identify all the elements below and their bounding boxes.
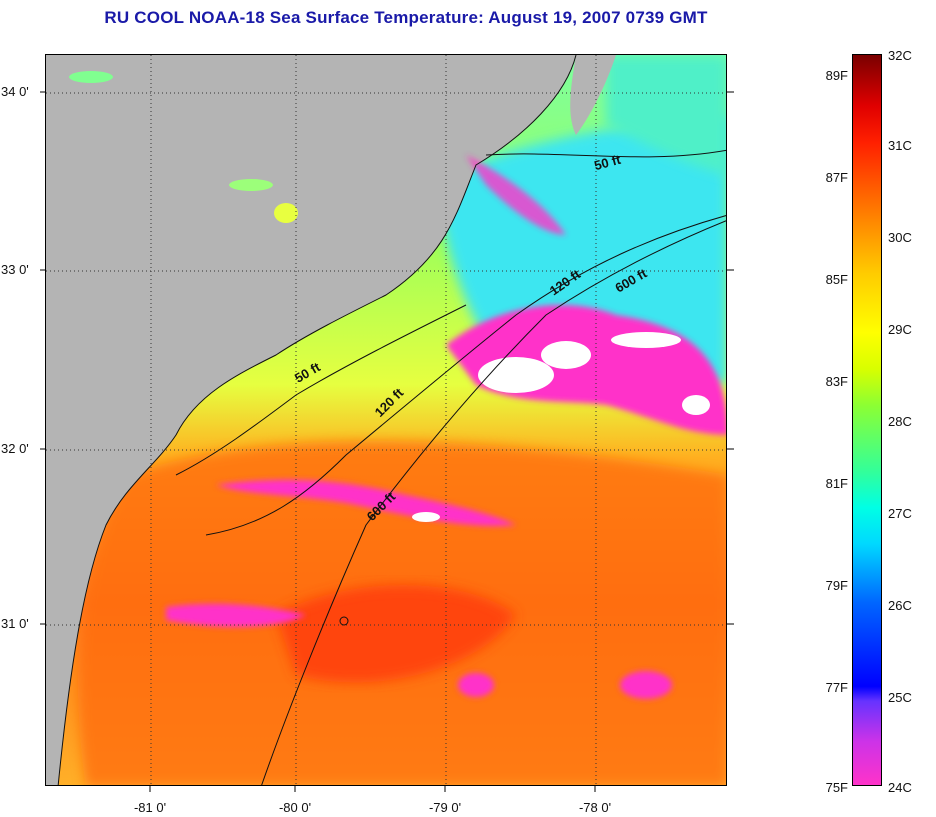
latitude-label: 34 0': [1, 84, 29, 99]
colorbar-c-label: 24C: [888, 780, 912, 795]
sst-map[interactable]: 50 ft 120 ft 600 ft 50 ft 120 ft 600 ft: [45, 54, 727, 786]
isobath-50ft-north: [485, 149, 726, 158]
land-cape: [570, 55, 616, 135]
inland-lake: [229, 179, 273, 191]
isobath-600ft: [261, 220, 726, 785]
colorbar-f-label: 85F: [825, 272, 848, 287]
colorbar-f-label: 79F: [825, 578, 848, 593]
colorbar-f-label: 81F: [825, 476, 848, 491]
latitude-label: 32 0': [1, 441, 29, 456]
cool-coastal-water: [606, 55, 726, 175]
colorbar-c-label: 31C: [888, 138, 912, 153]
inland-lake: [274, 203, 298, 223]
colorbar-c-label: 25C: [888, 690, 912, 705]
colorbar-f-label: 87F: [825, 170, 848, 185]
sst-map-canvas: [46, 55, 726, 785]
lat-lon-grid: [46, 55, 726, 785]
latitude-label: 33 0': [1, 262, 29, 277]
longitude-label: -79 0': [428, 800, 462, 815]
colorbar-f-label: 77F: [825, 680, 848, 695]
longitude-label: -80 0': [278, 800, 312, 815]
isobath-50ft-south: [175, 304, 467, 476]
inland-lake: [69, 71, 113, 83]
coastline: [57, 55, 577, 785]
longitude-label: -81 0': [133, 800, 167, 815]
colorbar-c-label: 30C: [888, 230, 912, 245]
colorbar-f-label: 75F: [825, 780, 848, 795]
map-title: RU COOL NOAA-18 Sea Surface Temperature:…: [104, 8, 708, 27]
longitude-label: -78 0': [578, 800, 612, 815]
temperature-colorbar: [852, 54, 882, 786]
latitude-label: 31 0': [1, 616, 29, 631]
colorbar-c-label: 27C: [888, 506, 912, 521]
colorbar-c-label: 29C: [888, 322, 912, 337]
isobaths: [175, 149, 726, 785]
warmest-core: [276, 585, 516, 683]
station-marker: [339, 616, 349, 626]
colorbar-c-label: 28C: [888, 414, 912, 429]
colorbar-c-label: 26C: [888, 598, 912, 613]
isobath-120ft: [205, 215, 726, 536]
colorbar-c-label: 32C: [888, 48, 912, 63]
colorbar-f-label: 83F: [825, 374, 848, 389]
colorbar-f-label: 89F: [825, 68, 848, 83]
